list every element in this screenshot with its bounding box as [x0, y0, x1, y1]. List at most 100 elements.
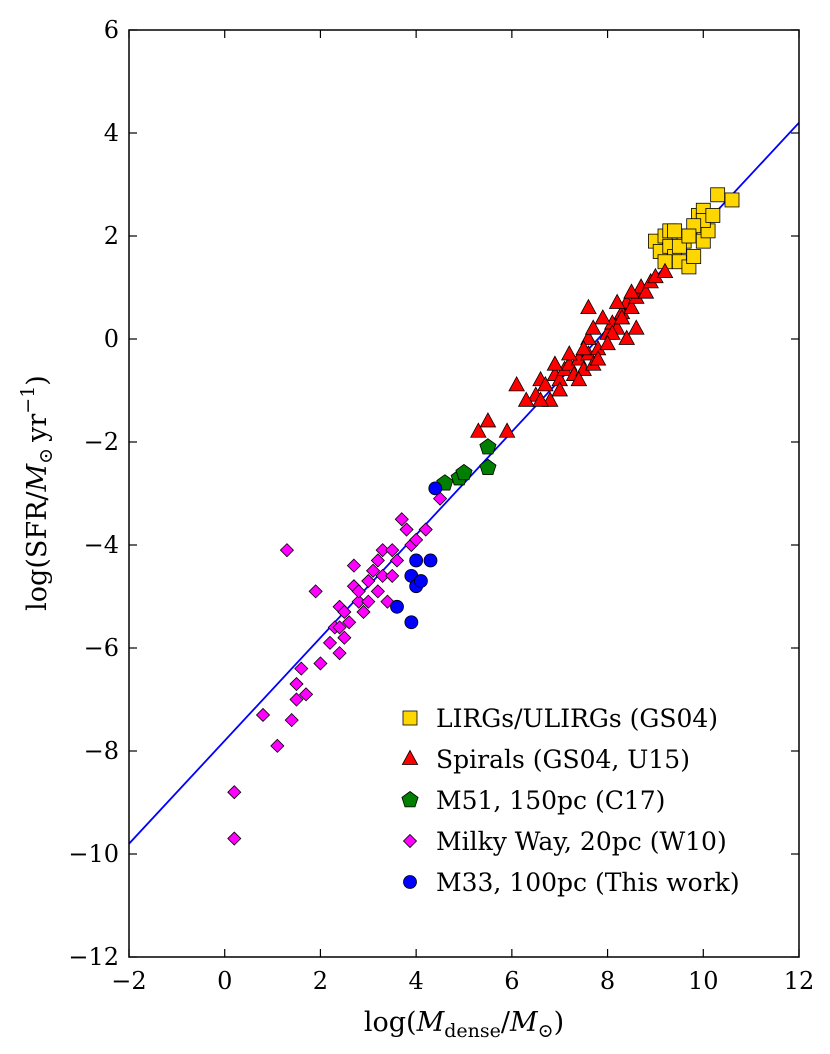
- data-point: [390, 599, 404, 614]
- data-point: [414, 574, 428, 588]
- x-tick-label: 10: [688, 967, 719, 995]
- data-point: [294, 661, 309, 676]
- series-2: [436, 438, 497, 491]
- legend-label: Milky Way, 20pc (W10): [436, 827, 727, 856]
- y-tick-label: −8: [84, 737, 119, 765]
- data-point: [575, 339, 592, 356]
- data-point: [361, 594, 376, 609]
- data-point: [270, 738, 285, 753]
- data-point: [623, 283, 640, 299]
- legend-marker: [402, 833, 418, 849]
- data-point: [604, 324, 621, 340]
- data-point: [580, 298, 597, 315]
- legend-marker: [401, 749, 419, 765]
- data-point: [404, 615, 419, 630]
- legend-marker: [401, 791, 419, 808]
- data-point: [710, 187, 726, 203]
- data-point: [546, 355, 564, 371]
- x-tick-label: 12: [784, 967, 815, 995]
- data-point: [560, 345, 578, 361]
- data-point: [599, 334, 616, 351]
- legend-label: M51, 150pc (C17): [436, 786, 665, 815]
- data-point: [385, 543, 400, 558]
- y-tick-label: −4: [84, 531, 119, 559]
- data-point: [470, 422, 487, 438]
- data-point: [332, 646, 347, 661]
- data-point: [289, 676, 304, 692]
- data-point: [681, 228, 697, 244]
- data-point: [508, 376, 525, 392]
- plot-frame: [128, 29, 800, 958]
- data-point: [580, 329, 597, 345]
- legend: LIRGs/ULIRGs (GS04) Spirals (GS04, U15) M5…: [401, 704, 740, 897]
- data-point: [705, 207, 721, 223]
- data-point: [346, 558, 361, 573]
- data-point: [570, 370, 588, 387]
- series-0: [648, 187, 740, 275]
- series-4: [390, 481, 443, 630]
- data-point: [479, 458, 497, 476]
- x-tick-label: 0: [217, 967, 232, 995]
- data-point: [366, 563, 381, 578]
- data-point: [667, 223, 682, 239]
- data-point: [532, 391, 549, 407]
- data-point: [409, 532, 424, 547]
- data-point: [686, 249, 702, 265]
- data-point: [623, 298, 640, 315]
- data-point: [337, 604, 352, 620]
- data-point: [551, 381, 569, 397]
- data-point: [361, 573, 376, 589]
- y-tick-label: −2: [84, 428, 119, 456]
- legend-marker: [402, 710, 418, 726]
- data-point: [394, 512, 409, 527]
- data-point: [289, 692, 304, 707]
- x-tick-label: 4: [409, 967, 424, 995]
- y-tick-label: 0: [104, 325, 119, 353]
- legend-label: M33, 100pc (This work): [436, 868, 740, 897]
- data-point: [479, 438, 497, 455]
- data-point: [284, 713, 299, 728]
- data-point: [618, 329, 636, 345]
- data-point: [399, 522, 414, 537]
- data-point: [589, 350, 607, 366]
- data-point: [227, 831, 242, 846]
- x-axis-title: log(Mdense/M⊙): [364, 1007, 564, 1042]
- y-tick-label: 4: [104, 119, 119, 147]
- x-tick-label: 6: [504, 967, 519, 995]
- data-point: [455, 463, 473, 481]
- data-point: [342, 615, 357, 630]
- data-point: [423, 553, 438, 568]
- data-point: [255, 707, 271, 723]
- data-point: [537, 376, 554, 392]
- series-1: [470, 262, 674, 438]
- data-point: [418, 522, 433, 537]
- data-point: [433, 491, 448, 506]
- data-point: [724, 192, 740, 208]
- data-point: [308, 584, 323, 599]
- data-point: [337, 630, 352, 645]
- data-point: [375, 568, 390, 583]
- data-point: [479, 412, 497, 428]
- y-tick-label: 2: [104, 222, 119, 250]
- data-point: [370, 584, 385, 599]
- y-tick-label: −6: [84, 634, 119, 662]
- data-point: [627, 319, 645, 335]
- data-point: [409, 553, 424, 568]
- data-point: [279, 543, 294, 558]
- x-tick-label: −2: [111, 967, 146, 995]
- data-point: [227, 785, 242, 800]
- data-point: [313, 656, 328, 671]
- data-point: [356, 604, 371, 620]
- x-tick-label: 2: [313, 967, 328, 995]
- data-point: [351, 594, 366, 609]
- data-point: [299, 687, 314, 702]
- y-tick-label: −10: [68, 840, 119, 868]
- data-point: [656, 262, 674, 278]
- data-point: [428, 481, 443, 496]
- y-axis-title: log(SFR/M⊙yr−1): [17, 375, 57, 611]
- data-point: [332, 620, 347, 635]
- data-point: [351, 584, 366, 599]
- data-point: [584, 319, 602, 335]
- legend-label: Spirals (GS04, U15): [436, 745, 690, 774]
